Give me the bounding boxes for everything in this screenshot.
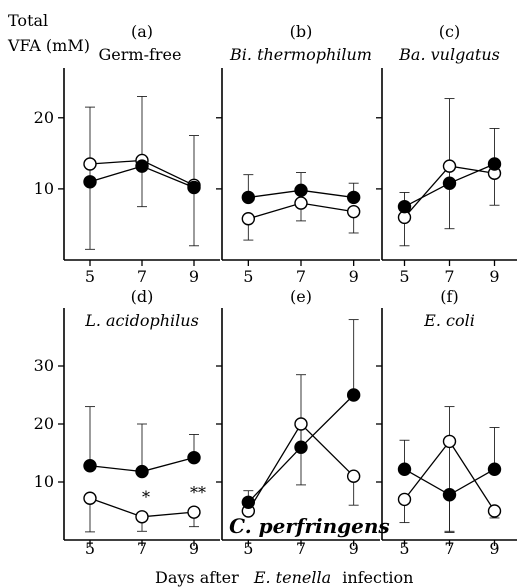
y-tick-label: 20 [34,414,54,433]
panel-c-letter: (c) [439,22,460,41]
panel-e-letter: (e) [290,287,312,306]
significance-mark: * [142,487,150,506]
panel-d-letter: (d) [131,287,154,306]
x-tick-label: 7 [137,267,147,286]
data-point-open [135,510,149,524]
data-point-filled [83,175,97,189]
panel-b-letter: (b) [290,22,313,41]
data-point-open [241,212,256,226]
significance-mark: ** [190,483,206,502]
x-tick-label: 5 [399,539,409,558]
y-tick-label: 20 [34,108,54,127]
data-point-filled [135,159,149,173]
data-point-open [187,505,201,519]
x-tick-label: 5 [243,267,253,286]
panel-a-name: Germ-free [99,45,182,64]
panel-f: 5 7 9 (f) E. coli [376,287,517,558]
panel-b: 5 7 9 (b) Bi. thermophilum [216,22,380,286]
x-tick-label: 7 [296,539,306,558]
data-point-filled [442,176,457,190]
data-point-filled [487,157,502,171]
panel-a: 5 7 9 10 20 (a) Germ-free [34,22,220,286]
data-point-filled [187,180,201,195]
data-point-open [346,204,361,219]
x-tick-label: 5 [399,267,409,286]
data-point-open [397,492,412,507]
x-tick-label: 7 [296,267,306,286]
panel-a-letter: (a) [131,22,153,41]
data-point-filled [294,440,308,454]
x-tick-label: 7 [137,539,147,558]
data-point-open [294,196,308,210]
data-point-filled [83,459,97,473]
data-point-filled [187,450,201,465]
data-point-filled [442,488,457,502]
data-point-filled [346,388,361,402]
data-point-open [83,157,97,171]
data-point-filled [241,495,256,509]
data-point-open [442,159,457,173]
x-tick-label: 5 [85,539,95,558]
panel-d-name: L. acidophilus [84,311,199,330]
data-point-filled [241,190,256,205]
x-axis-title-prefix: Days after [155,568,239,587]
x-tick-label: 9 [189,267,199,286]
x-tick-label: 9 [349,539,359,558]
x-tick-label: 5 [243,539,253,558]
x-axis-title-species: E. tenella [253,568,331,587]
data-point-filled [487,462,502,476]
x-tick-label: 9 [489,267,499,286]
y-axis-title: Total VFA (mM) [7,11,90,55]
y-axis-title-line-2: VFA (mM) [7,36,90,55]
panel-f-letter: (f) [440,287,458,306]
x-tick-label: 7 [444,267,454,286]
x-axis-title-suffix: infection [342,568,413,587]
x-tick-label: 9 [489,539,499,558]
panel-e-name: C. perfringens [229,514,390,538]
x-axis-title: Days after E. tenella infection [155,568,413,587]
data-point-open [83,491,97,505]
x-tick-label: 5 [85,267,95,286]
data-point-filled [397,199,412,214]
data-point-filled [397,462,412,476]
data-point-filled [294,183,308,198]
x-tick-label: 7 [444,539,454,558]
data-point-open [442,434,457,449]
x-tick-label: 9 [349,267,359,286]
data-point-open [294,417,308,431]
panel-c-name: Ba. vulgatus [398,45,500,64]
panel-e: 5 7 9 (e) C. perfringens [216,287,390,558]
y-tick-label: 10 [34,472,54,491]
data-point-open [346,469,361,483]
panels-container: 5 7 9 10 20 (a) Germ-free 5 7 9 (b) Bi. thermophilu… [34,22,517,558]
y-tick-label: 30 [34,356,54,375]
y-axis-title-line-1: Total [8,11,48,30]
data-point-filled [135,464,149,479]
data-point-open [487,504,502,518]
data-point-filled [346,190,361,205]
x-tick-label: 9 [189,539,199,558]
y-tick-label: 10 [34,179,54,198]
panel-c: 5 7 9 (c) Ba. vulgatus [376,22,517,286]
panel-b-name: Bi. thermophilum [229,45,372,64]
panel-f-name: E. coli [423,311,475,330]
